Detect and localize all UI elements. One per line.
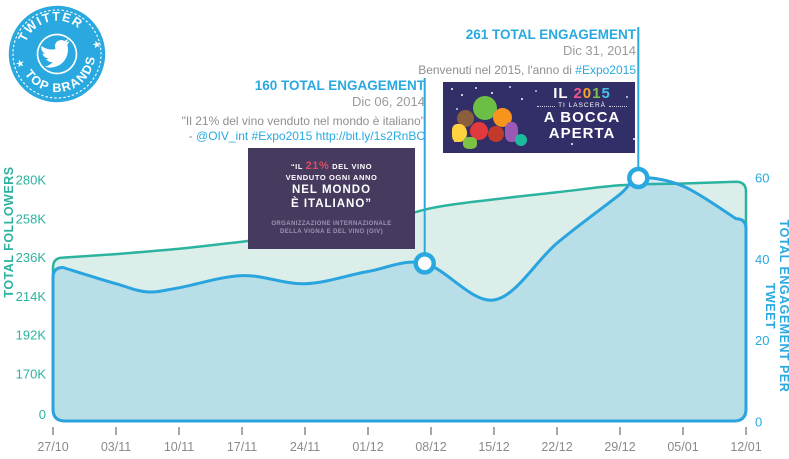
x-tick-label: 15/12 — [478, 440, 509, 454]
twitter-top-brands-badge: ★ ★ TWITTER TOP BRANDS — [0, 0, 119, 116]
right-axis-tick-label: 0 — [755, 415, 762, 430]
twitter-bird-icon — [41, 38, 70, 68]
quote-line-4: È ITALIANO” — [290, 198, 373, 210]
attribution-dash: - — [188, 129, 197, 143]
annotation-date: Dic 06, 2014 — [352, 94, 425, 109]
data-point-marker — [413, 252, 436, 275]
x-tick-label: 01/12 — [352, 440, 383, 454]
x-tick-label: 08/12 — [415, 440, 446, 454]
x-tick-label: 03/11 — [101, 440, 131, 454]
tweet-text-prefix: Benvenuti nel 2015, l'anno di — [418, 63, 576, 77]
right-axis-title: TOTAL ENGAGEMENT PER TWEET — [763, 219, 789, 393]
year-2015-colored: 2015 — [573, 85, 611, 102]
data-point-marker — [627, 166, 650, 190]
left-axis-tick-label: 170K — [16, 367, 47, 382]
annotation-date: Dic 31, 2014 — [563, 43, 636, 58]
annotation-dec06: 160 TOTAL ENGAGEMENT Dic 06, 2014 "Il 21… — [182, 78, 425, 144]
tweet-image-expo2015: IL 2015 TI LASCERÀ A BOCCA APERTA — [443, 82, 635, 153]
bocca-aperta-text: IL 2015 TI LASCERÀ A BOCCA APERTA — [537, 86, 627, 142]
left-axis-tick-label: 280K — [16, 173, 47, 188]
quote-line-3: NEL MONDO — [291, 184, 372, 196]
tweet-quote: "Il 21% del vino venduto nel mondo è ita… — [181, 114, 425, 128]
right-axis-tick-label: 60 — [755, 171, 769, 186]
tweet-attribution: - @OIV_int #Expo2015 http://bit.ly/1s2Rn… — [182, 129, 425, 144]
x-tick-label: 17/11 — [227, 440, 257, 454]
x-tick-label: 10/11 — [164, 440, 194, 454]
x-tick-label: 27/10 — [37, 440, 68, 454]
annotation-title: 160 TOTAL ENGAGEMENT — [254, 78, 425, 93]
left-axis-title: TOTAL FOLLOWERS — [2, 166, 16, 298]
x-tick-label: 29/12 — [604, 440, 635, 454]
percent-highlight: 21% — [305, 160, 330, 172]
annotation-title: 261 TOTAL ENGAGEMENT — [465, 27, 636, 42]
star-icon: ★ — [91, 39, 103, 52]
x-tick-label: 05/01 — [667, 440, 698, 454]
quote-line-1: “IL 21% DEL VINO — [290, 160, 373, 172]
left-axis-tick-label: 214K — [16, 289, 47, 304]
x-tick-label: 22/12 — [541, 440, 572, 454]
followers-area — [51, 180, 748, 423]
left-axis-tick-label: 258K — [16, 211, 47, 226]
left-axis-zero-label: 0 — [39, 407, 46, 422]
fireworks-decoration — [451, 88, 453, 90]
right-axis-tick-label: 20 — [755, 333, 769, 348]
left-axis-tick-label: 236K — [16, 250, 47, 265]
star-icon: ★ — [15, 58, 27, 71]
quote-org: ORGANIZZAZIONE INTERNAZIONALE DELLA VIGN… — [271, 221, 392, 235]
left-axis-tick-label: 192K — [16, 328, 47, 343]
right-axis-tick-label: 40 — [755, 252, 769, 267]
tweet-image-oiv-quote: “IL 21% DEL VINO VENDUTO OGNI ANNO NEL M… — [248, 148, 415, 249]
tweet-links[interactable]: @OIV_int #Expo2015 http://bit.ly/1s2RnBC — [196, 129, 425, 143]
annotation-dec31: 261 TOTAL ENGAGEMENT Dic 31, 2014 Benven… — [418, 27, 636, 78]
expo-hashtag[interactable]: #Expo2015 — [575, 63, 636, 77]
x-tick-label: 24/11 — [290, 440, 320, 454]
badge-stitch-ring — [12, 9, 102, 99]
tweet-text: Benvenuti nel 2015, l'anno di #Expo2015 — [418, 63, 636, 78]
x-tick-label: 12/01 — [730, 440, 761, 454]
badge-inner-ring — [36, 33, 78, 75]
engagement-area — [51, 176, 748, 423]
quote-line-2: VENDUTO OGNI ANNO — [285, 173, 378, 182]
